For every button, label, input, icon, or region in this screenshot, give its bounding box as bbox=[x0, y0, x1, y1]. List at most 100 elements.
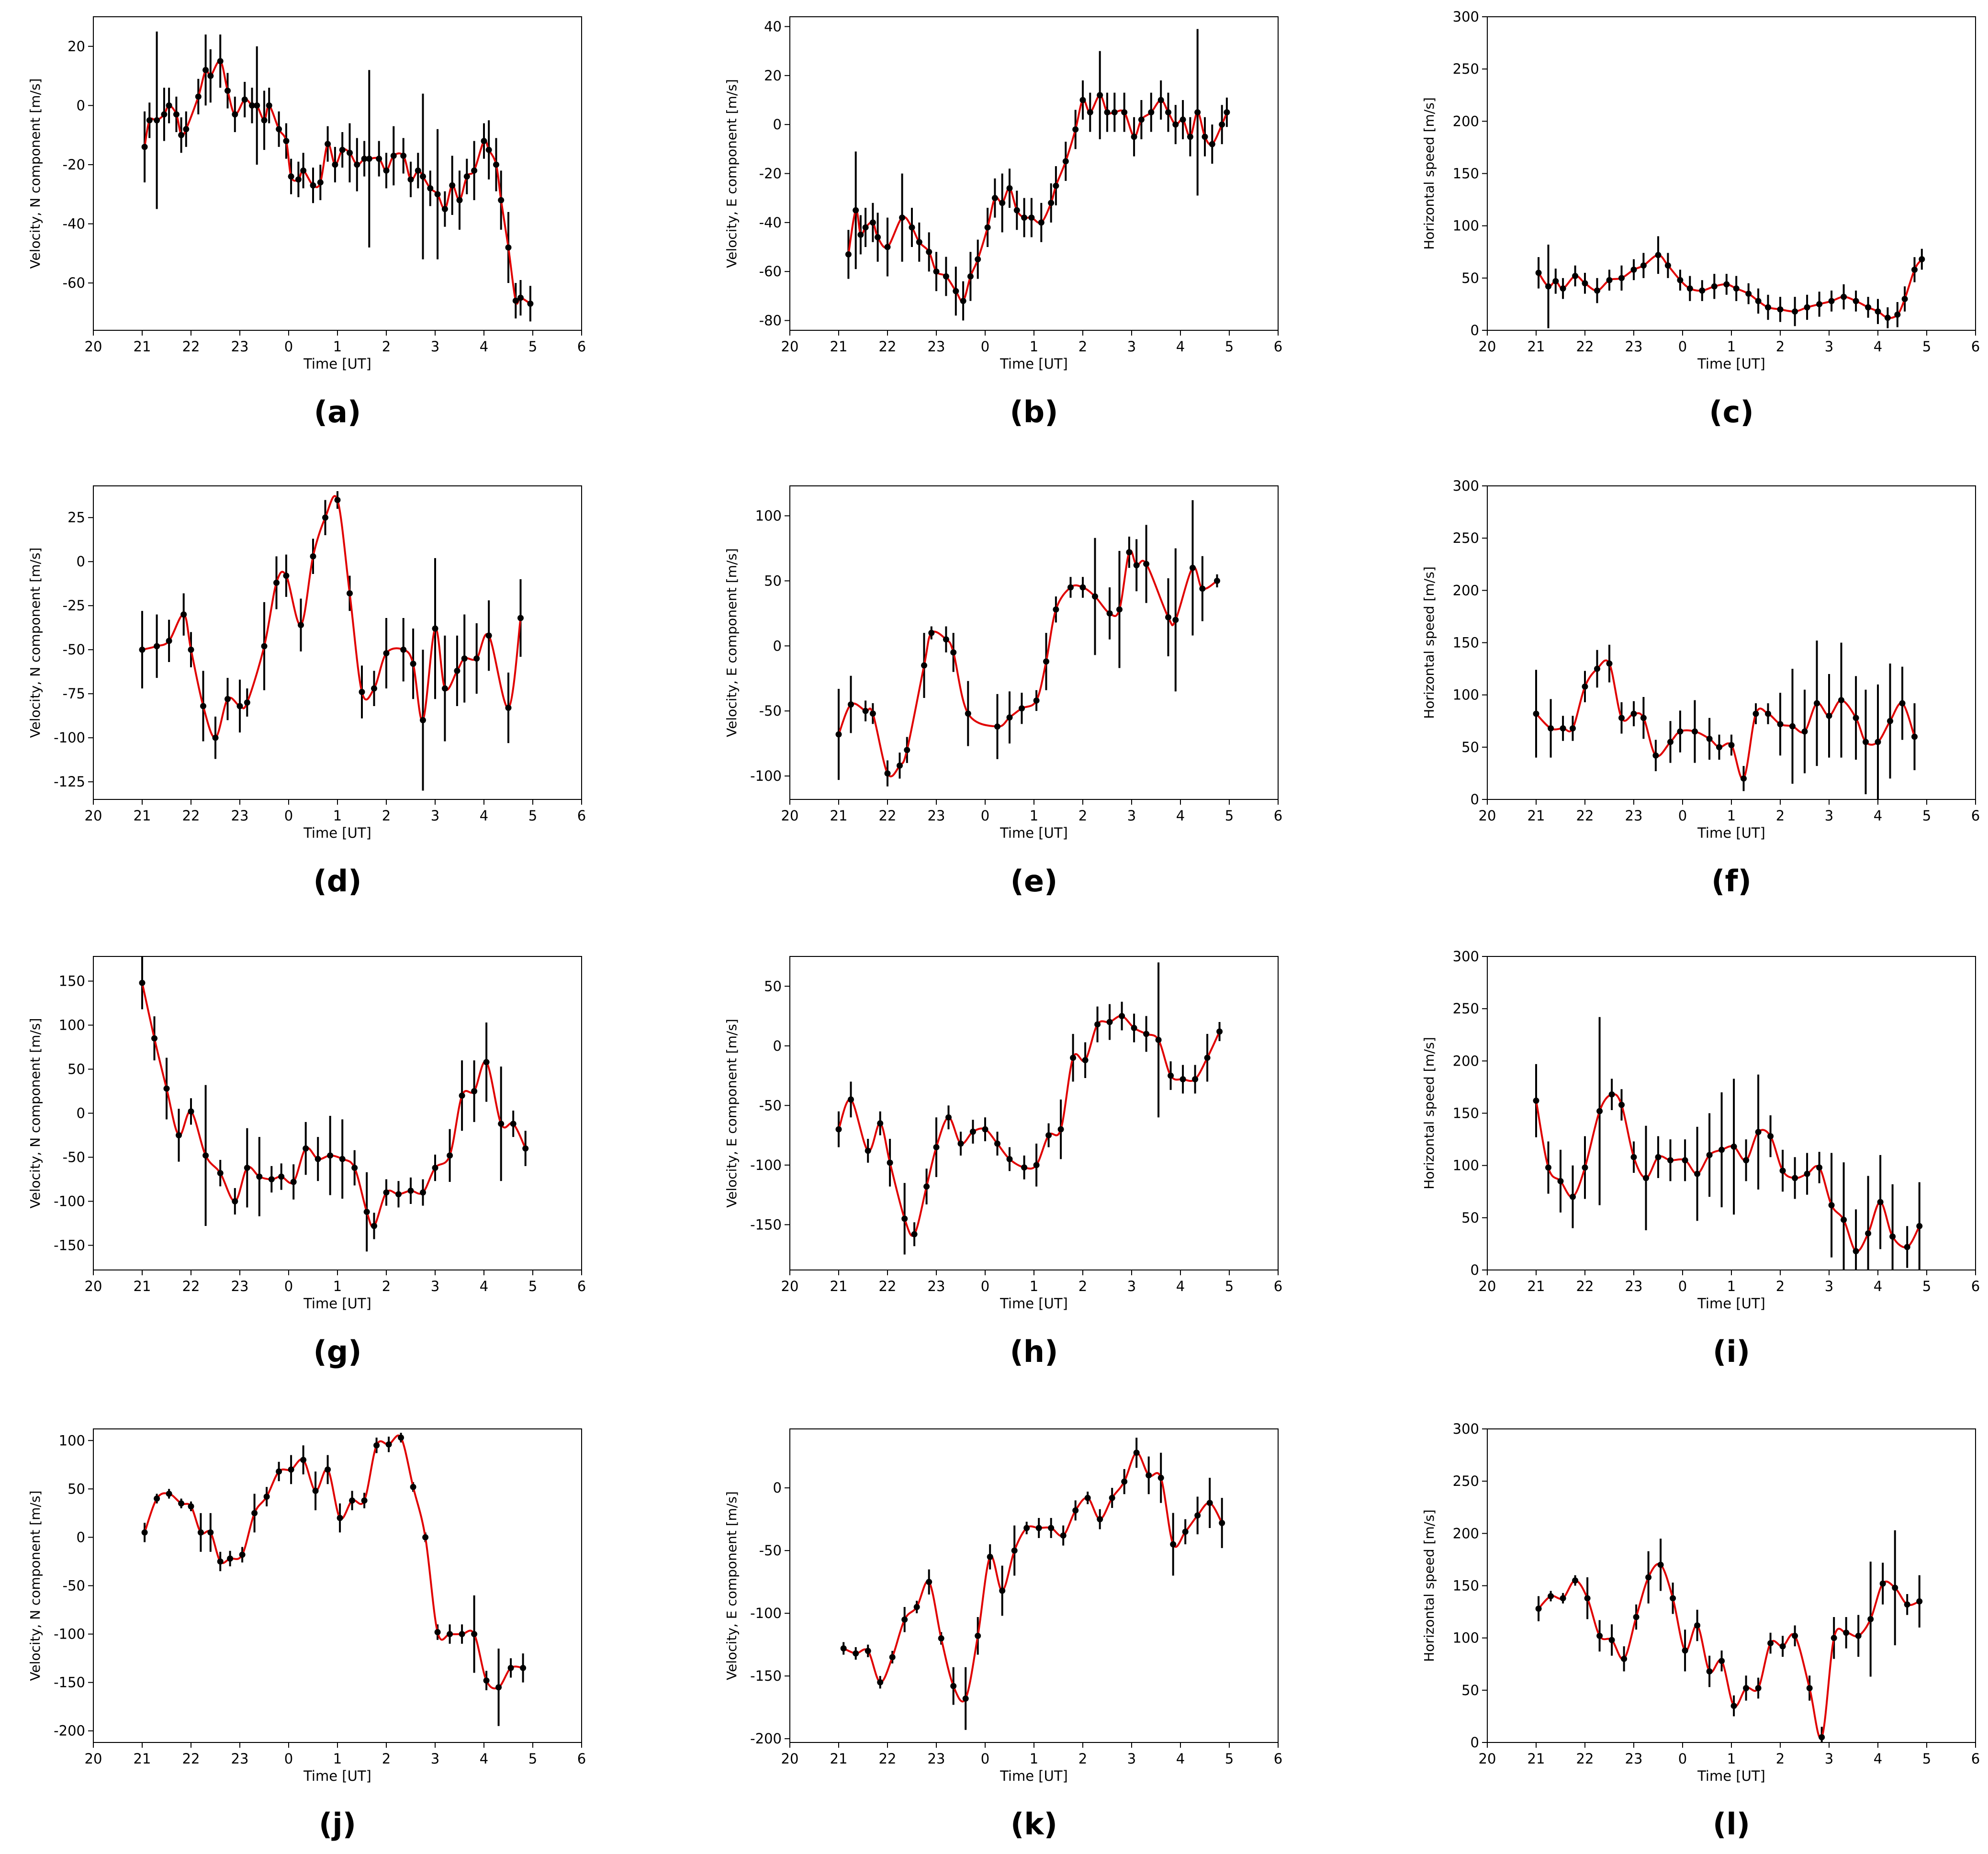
data-point bbox=[938, 1635, 944, 1642]
data-point bbox=[1664, 262, 1671, 269]
x-tick-label: 22 bbox=[879, 1278, 897, 1294]
data-point bbox=[1804, 304, 1810, 311]
y-tick-label: 100 bbox=[1453, 218, 1479, 234]
data-point bbox=[943, 273, 949, 280]
data-point bbox=[1657, 1562, 1664, 1568]
data-point bbox=[1608, 1637, 1615, 1643]
y-tick-label: 100 bbox=[1453, 1630, 1479, 1646]
data-point bbox=[1765, 710, 1771, 717]
plot-data bbox=[139, 491, 524, 791]
x-tick-label: 2 bbox=[382, 1278, 391, 1294]
data-point bbox=[901, 1215, 908, 1222]
data-point bbox=[1755, 1129, 1762, 1135]
y-tick-label: 200 bbox=[1453, 113, 1479, 129]
data-point bbox=[1911, 266, 1918, 273]
data-point bbox=[1053, 606, 1059, 613]
data-point bbox=[1686, 285, 1693, 292]
data-point bbox=[1067, 584, 1074, 591]
x-tick-label: 1 bbox=[333, 338, 342, 355]
y-tick-label: 150 bbox=[1453, 635, 1479, 651]
data-point bbox=[317, 179, 324, 186]
data-point bbox=[1863, 739, 1869, 745]
x-tick-label: 23 bbox=[928, 808, 945, 824]
data-point bbox=[1106, 610, 1113, 617]
data-point bbox=[471, 1088, 478, 1095]
data-point bbox=[1718, 1658, 1725, 1664]
data-point bbox=[139, 979, 146, 986]
data-point bbox=[263, 1494, 270, 1500]
data-point bbox=[163, 1085, 170, 1092]
data-point bbox=[1806, 1685, 1813, 1691]
x-tick-label: 1 bbox=[1030, 338, 1038, 355]
data-point bbox=[1814, 700, 1820, 707]
y-tick-label: 50 bbox=[1461, 1682, 1479, 1698]
data-point bbox=[232, 111, 238, 118]
x-tick-label: 6 bbox=[577, 808, 586, 824]
panel-label: (g) bbox=[313, 1334, 361, 1369]
data-point bbox=[1006, 1156, 1013, 1162]
data-point bbox=[1219, 1520, 1225, 1526]
x-tick-label: 6 bbox=[1971, 338, 1980, 355]
y-tick-label: 25 bbox=[67, 509, 85, 526]
x-tick-label: 22 bbox=[879, 808, 897, 824]
data-point bbox=[183, 126, 190, 133]
data-point bbox=[1121, 109, 1128, 116]
data-point bbox=[154, 643, 160, 650]
x-tick-label: 0 bbox=[981, 1278, 989, 1294]
data-point bbox=[1804, 1170, 1810, 1177]
data-point bbox=[1606, 660, 1613, 667]
y-tick-label: 100 bbox=[1453, 687, 1479, 703]
x-tick-label: 5 bbox=[1225, 338, 1234, 355]
data-point bbox=[1214, 577, 1220, 584]
data-point bbox=[840, 1645, 847, 1652]
y-axis-label: Velocity, N component [m/s] bbox=[27, 79, 43, 269]
data-point bbox=[236, 703, 243, 709]
y-axis-label: Horizontal speed [m/s] bbox=[1421, 97, 1437, 250]
data-point bbox=[889, 1654, 896, 1661]
x-tick-label: 20 bbox=[781, 1278, 799, 1294]
y-axis-label: Horizontal speed [m/s] bbox=[1421, 566, 1437, 719]
y-tick-label: 100 bbox=[59, 1432, 85, 1449]
data-point bbox=[1190, 564, 1196, 571]
y-axis-label: Horizontal speed [m/s] bbox=[1421, 1509, 1437, 1662]
data-point bbox=[1892, 1584, 1898, 1591]
data-point bbox=[1655, 252, 1662, 258]
x-tick-label: 0 bbox=[981, 1751, 989, 1767]
data-point bbox=[1652, 752, 1659, 759]
data-point bbox=[1192, 1076, 1199, 1083]
x-tick-label: 20 bbox=[781, 808, 799, 824]
data-point bbox=[848, 701, 854, 708]
y-tick-label: 200 bbox=[1453, 1525, 1479, 1541]
y-tick-label: -75 bbox=[63, 685, 85, 702]
x-tick-label: 20 bbox=[85, 1751, 102, 1767]
data-point bbox=[349, 1497, 356, 1504]
data-point bbox=[1148, 109, 1155, 116]
y-tick-label: 20 bbox=[764, 67, 782, 84]
data-point bbox=[146, 117, 153, 124]
data-point bbox=[1792, 1175, 1798, 1181]
x-tick-label: 1 bbox=[1727, 1751, 1736, 1767]
data-point bbox=[195, 93, 202, 100]
data-point bbox=[1723, 281, 1730, 288]
data-point bbox=[400, 646, 407, 653]
data-point bbox=[166, 102, 172, 109]
data-point bbox=[943, 636, 949, 643]
x-tick-label: 21 bbox=[134, 1278, 151, 1294]
x-tick-label: 23 bbox=[1625, 338, 1643, 355]
y-tick-label: -50 bbox=[759, 1542, 782, 1559]
y-tick-label: 0 bbox=[1471, 1262, 1479, 1278]
data-point bbox=[1194, 1512, 1201, 1519]
data-point bbox=[244, 1165, 250, 1171]
x-tick-label: 4 bbox=[480, 808, 488, 824]
data-point bbox=[1843, 1629, 1850, 1636]
data-point bbox=[1062, 158, 1069, 165]
y-tick-label: -80 bbox=[759, 313, 782, 329]
data-point bbox=[884, 244, 891, 250]
data-point bbox=[1831, 1635, 1837, 1641]
y-axis-label: Horizontal speed [m/s] bbox=[1421, 1037, 1437, 1190]
data-point bbox=[300, 167, 307, 174]
y-tick-label: 50 bbox=[764, 573, 782, 589]
data-point bbox=[1182, 1528, 1189, 1535]
data-point bbox=[420, 173, 426, 180]
y-axis-label: Velocity, E component [m/s] bbox=[724, 1491, 740, 1680]
